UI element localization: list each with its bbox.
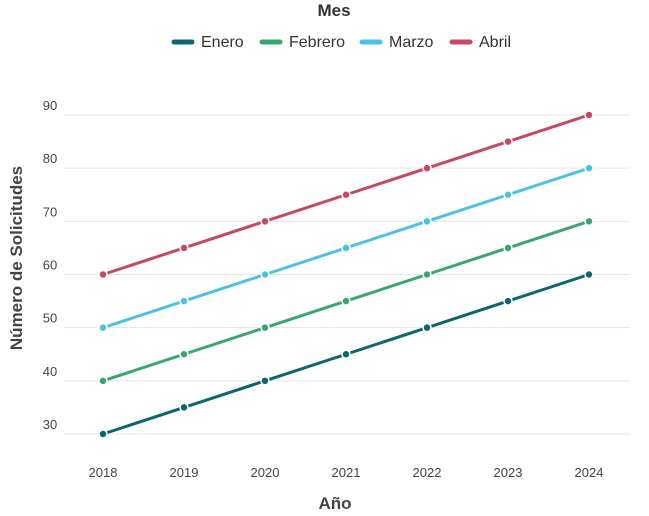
data-point [422,163,432,173]
legend-label: Enero [201,34,244,51]
data-point [584,163,594,173]
x-axis-title: Año [318,494,351,511]
data-point [584,110,594,120]
y-tick-label: 30 [43,417,57,432]
y-tick-label: 60 [43,258,57,273]
data-point [341,243,351,253]
data-point [503,136,513,147]
data-point [422,322,432,333]
legend-item-febrero: Febrero [259,34,345,51]
data-point [503,296,513,306]
legend-item-enero: Enero [171,34,244,51]
x-axis-ticks: 2018 2019 2020 2021 2022 2023 2024 [89,465,604,480]
x-tick-label: 2024 [575,465,604,480]
x-tick-label: 2019 [170,465,199,480]
y-tick-label: 50 [43,311,57,326]
data-point [98,376,108,386]
legend-label: Marzo [389,34,434,51]
y-tick-label: 80 [43,151,57,166]
data-point [341,190,351,200]
data-point [179,349,189,359]
series-marzo [98,163,594,333]
legend-item-marzo: Marzo [359,34,434,51]
y-axis-ticks: 30 40 50 60 70 80 90 [43,98,57,432]
legend-item-abril: Abril [449,34,511,51]
data-point [179,402,189,413]
x-tick-label: 2020 [251,465,280,480]
x-tick-label: 2021 [332,465,361,480]
series-enero [98,269,594,439]
gridlines [64,114,630,435]
x-tick-label: 2022 [413,465,442,480]
legend-items: Enero Febrero Marzo Abril [171,34,511,51]
legend-title: Mes [317,1,350,20]
series-layer [98,110,594,439]
series-febrero [98,216,594,386]
data-point [341,349,351,359]
y-tick-label: 90 [43,98,57,113]
data-point [422,216,432,227]
data-point [260,269,270,280]
data-point [422,269,432,280]
series-abril [98,110,594,280]
data-point [98,322,108,333]
x-tick-label: 2018 [89,465,118,480]
data-point [179,296,189,306]
data-point [584,269,594,280]
data-point [260,376,270,386]
legend-label: Febrero [289,34,345,51]
y-axis-title: Número de Solicitudes [7,166,26,350]
data-point [260,216,270,227]
data-point [98,269,108,280]
data-point [98,429,108,439]
data-point [260,322,270,333]
x-tick-label: 2023 [494,465,523,480]
y-tick-label: 70 [43,204,57,219]
data-point [584,216,594,227]
data-point [179,243,189,253]
y-tick-label: 40 [43,364,57,379]
data-point [503,190,513,200]
legend: Mes Enero Febrero Marzo Abril [171,1,511,51]
data-point [341,296,351,306]
legend-label: Abril [479,34,511,51]
data-point [503,243,513,253]
